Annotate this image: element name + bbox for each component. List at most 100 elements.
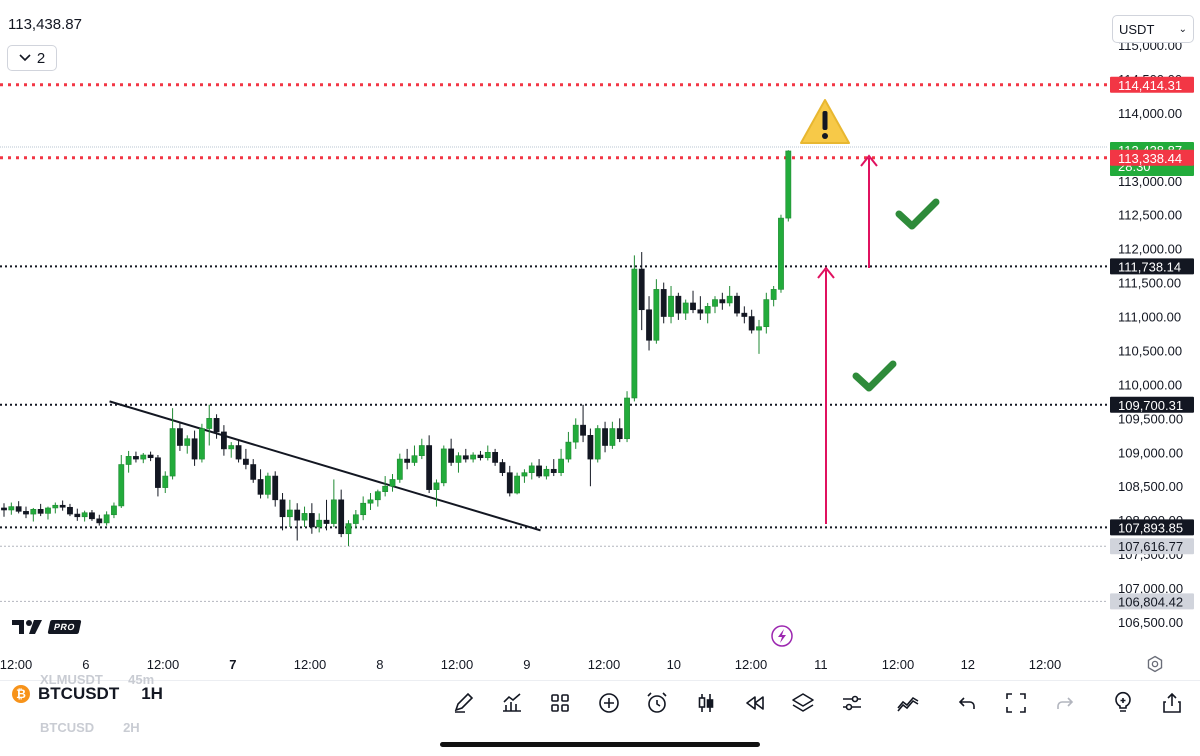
candle-body	[565, 441, 572, 460]
ideas-button[interactable]	[1108, 688, 1138, 718]
candle-body	[741, 312, 748, 317]
settings-sliders-icon	[843, 695, 861, 711]
candle	[308, 503, 315, 534]
candle	[140, 452, 147, 464]
candle	[521, 469, 528, 483]
price-tick-label: 106,500.00	[1118, 615, 1183, 630]
symbol-selector[interactable]: ₿ BTCUSDT 1H	[12, 684, 163, 704]
candle-body	[294, 509, 301, 521]
candle	[316, 513, 323, 533]
timeframe-label[interactable]: 1H	[141, 684, 163, 703]
candle	[389, 474, 396, 492]
candle-body	[308, 513, 315, 528]
price-axis-label[interactable]: 114,414.31	[1110, 76, 1194, 93]
candle-body	[778, 217, 784, 290]
candle	[264, 472, 271, 499]
price-axis-label[interactable]: 113,338.44	[1110, 149, 1194, 166]
replay-button[interactable]	[740, 688, 770, 718]
candle	[506, 465, 513, 497]
candle-body	[199, 428, 205, 460]
up-arrow[interactable]	[860, 154, 878, 268]
time-tick-label: 8	[376, 657, 383, 672]
layers-button[interactable]	[788, 688, 818, 718]
candle-body	[616, 428, 623, 440]
candle-body	[250, 464, 257, 480]
price-tick-label: 114,000.00	[1118, 106, 1182, 121]
time-tick-label: 12:00	[735, 657, 768, 672]
redo-icon	[1057, 697, 1074, 709]
lightning-icon[interactable]	[771, 625, 793, 647]
candle	[653, 279, 660, 344]
settings-button[interactable]	[837, 688, 867, 718]
time-tick-label: 6	[82, 657, 89, 672]
candle	[191, 430, 198, 466]
price-label-bg	[1110, 396, 1194, 413]
price-axis-label[interactable]: 111,738.14	[1110, 258, 1194, 275]
candle	[1, 503, 7, 517]
candle	[741, 306, 748, 324]
home-indicator	[440, 742, 760, 747]
candle	[360, 496, 367, 521]
candle-body	[514, 475, 520, 494]
candle-body	[602, 428, 608, 446]
candle-body	[411, 455, 418, 463]
chart-type-button[interactable]	[893, 688, 923, 718]
warning-dot	[822, 133, 828, 139]
candle-body	[726, 295, 733, 304]
collapse-indicators-button[interactable]: 2	[7, 45, 57, 71]
price-axis-label[interactable]: 106,804.42	[1110, 593, 1194, 610]
candle-body	[89, 512, 95, 520]
candle-body	[572, 424, 579, 443]
candle	[660, 282, 667, 324]
candle-body	[286, 509, 293, 518]
candle-body	[367, 499, 374, 504]
price-axis-label[interactable]: 109,700.31	[1110, 396, 1194, 413]
time-tick-label: 11	[814, 657, 828, 672]
add-button[interactable]	[594, 688, 624, 718]
trendline[interactable]	[109, 400, 541, 532]
layout-button[interactable]	[545, 688, 575, 718]
price-label-bg	[1110, 76, 1194, 93]
candle-body	[690, 302, 696, 311]
time-tick-label: 12	[961, 657, 975, 672]
candle-body	[125, 456, 132, 465]
candle-body	[96, 518, 103, 524]
layout-icon	[551, 694, 569, 712]
price-label-text: 107,893.85	[1118, 520, 1183, 535]
candle	[778, 214, 784, 293]
candle	[213, 414, 220, 439]
chart-style-button[interactable]	[691, 688, 721, 718]
candle-body	[712, 299, 718, 307]
share-button[interactable]	[1157, 688, 1187, 718]
indicators-button[interactable]	[497, 688, 527, 718]
candle	[301, 506, 308, 527]
candle	[279, 493, 286, 531]
candle-body	[668, 295, 674, 317]
candle	[286, 499, 293, 527]
undo-button[interactable]	[952, 688, 982, 718]
fullscreen-button[interactable]	[1001, 688, 1031, 718]
candle-body	[111, 505, 117, 516]
replay-icon	[746, 696, 764, 710]
currency-select[interactable]: USDT ⌄	[1112, 15, 1194, 43]
candle-body	[631, 268, 638, 399]
candle	[257, 469, 264, 499]
price-axis-label[interactable]: 107,893.85	[1110, 519, 1194, 536]
axis-settings-icon[interactable]	[1146, 655, 1164, 673]
undo-icon	[958, 697, 975, 709]
redo-button[interactable]	[1050, 688, 1080, 718]
price-axis-label[interactable]: 107,616.77	[1110, 538, 1194, 555]
candle	[587, 428, 594, 487]
candle	[785, 150, 792, 222]
layers-icon	[792, 693, 814, 712]
candle-body	[360, 502, 367, 516]
draw-tool-button[interactable]	[448, 688, 478, 718]
candle	[609, 421, 616, 449]
candle	[624, 391, 630, 443]
up-arrow[interactable]	[817, 266, 835, 524]
candle	[242, 448, 249, 470]
candle-body	[389, 479, 396, 487]
alert-button[interactable]	[642, 688, 672, 718]
